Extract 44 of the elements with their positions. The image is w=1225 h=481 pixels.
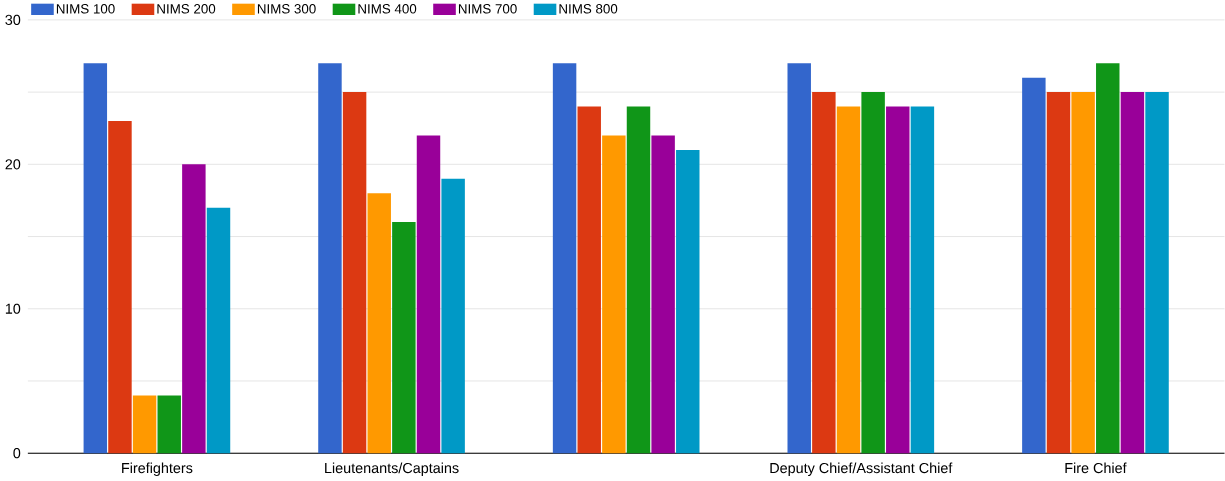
bar: [787, 63, 811, 454]
legend-label: NIMS 100: [56, 4, 115, 14]
y-tick-label: 0: [13, 448, 21, 459]
legend-label: NIMS 800: [559, 4, 618, 14]
bar: [1096, 63, 1120, 454]
bar: [1071, 92, 1095, 454]
x-tick-label: Lieutenants/Captains: [325, 462, 459, 477]
x-tick-label: Fire Chief: [1065, 462, 1127, 474]
legend-label: NIMS 700: [458, 4, 517, 14]
bar: [83, 63, 108, 454]
x-tick-label: Deputy Chief/Assistant Chief: [770, 462, 953, 477]
bar: [416, 135, 441, 454]
bar: [1046, 92, 1071, 454]
bar: [392, 222, 416, 454]
bar: [626, 106, 651, 454]
bar: [342, 92, 367, 454]
bar: [182, 164, 206, 454]
y-tick-label: 10: [5, 303, 21, 314]
legend-label: NIMS 200: [157, 4, 216, 14]
bar: [886, 106, 910, 454]
bar: [318, 63, 342, 454]
bar: [132, 395, 157, 454]
bar: [206, 207, 231, 454]
y-tick-label: 20: [5, 159, 21, 170]
bar: [861, 92, 885, 454]
y-tick-label: 30: [5, 14, 21, 26]
bar: [108, 121, 132, 454]
bar: [577, 106, 601, 454]
legend-label: NIMS 400: [358, 4, 417, 14]
bar: [676, 149, 700, 454]
bar: [367, 193, 391, 454]
bar: [651, 135, 675, 454]
bar: [1145, 92, 1169, 454]
bar: [552, 63, 577, 454]
x-tick-label: Firefighters: [122, 462, 193, 477]
bar: [812, 92, 836, 454]
bar: [910, 106, 935, 454]
bar: [602, 135, 626, 454]
bar: [836, 106, 861, 454]
bar: [157, 395, 181, 454]
bar: [1022, 77, 1046, 454]
legend-label: NIMS 300: [257, 4, 316, 14]
bar: [1120, 92, 1145, 454]
bar: [441, 178, 465, 454]
